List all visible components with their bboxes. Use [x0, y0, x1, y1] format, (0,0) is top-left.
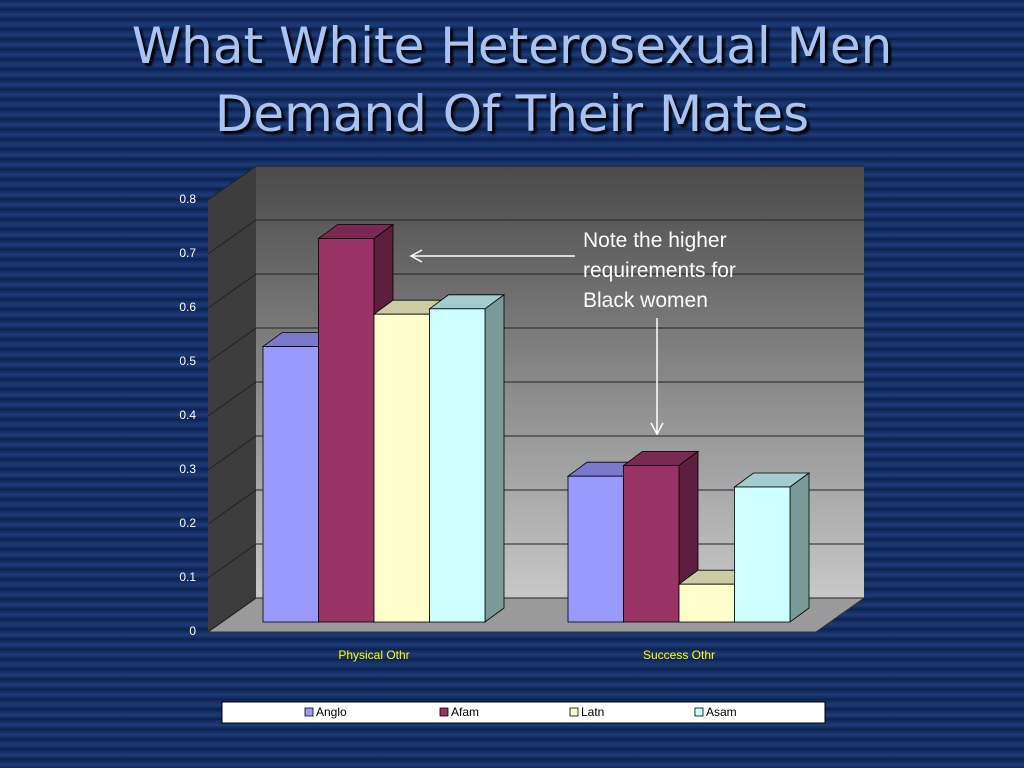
legend-label: Asam [706, 705, 737, 719]
bar-side [789, 472, 810, 623]
legend: Anglo Afam Latn Asam [304, 705, 737, 719]
grid-line [207, 273, 864, 309]
grid-line [207, 165, 864, 201]
legend-label: Afam [451, 705, 479, 719]
bar [373, 313, 430, 623]
legend-swatch [439, 707, 449, 717]
bar [262, 346, 319, 623]
bar [678, 583, 735, 623]
grid-line [207, 327, 864, 363]
y-tick-label: 0.4 [179, 408, 196, 422]
legend-swatch [304, 707, 314, 717]
legend-label: Anglo [316, 705, 347, 719]
y-tick-label: 0.8 [179, 192, 196, 206]
legend-swatch [569, 707, 579, 717]
bar-side [484, 294, 505, 623]
y-tick-label: 0.2 [179, 516, 196, 530]
slide-title: What White Heterosexual Men Demand Of Th… [131, 17, 893, 143]
bar [734, 486, 791, 623]
grid-line [207, 435, 864, 471]
annotation: Note the higher requirements for Black w… [583, 229, 736, 312]
grid-line [207, 219, 864, 255]
grid-line [207, 381, 864, 417]
y-tick-label: 0.6 [179, 300, 196, 314]
legend-label: Latn [581, 705, 604, 719]
y-tick-label: 0 [189, 624, 196, 638]
bar [623, 464, 680, 623]
legend-box [221, 701, 826, 724]
bar [429, 308, 486, 623]
bar [318, 238, 375, 623]
y-tick-label: 0.5 [179, 354, 196, 368]
arrow-head [409, 249, 423, 263]
legend-swatch [694, 707, 704, 717]
x-tick-label: Physical Othr [338, 648, 409, 662]
arrow-head [650, 422, 664, 436]
bar [567, 475, 624, 623]
y-tick-label: 0.3 [179, 462, 196, 476]
y-tick-label: 0.7 [179, 246, 196, 260]
y-tick-label: 0.1 [179, 570, 196, 584]
x-tick-label: Success Othr [643, 648, 715, 662]
bars: Physical Othr Success Othr [261, 223, 811, 662]
